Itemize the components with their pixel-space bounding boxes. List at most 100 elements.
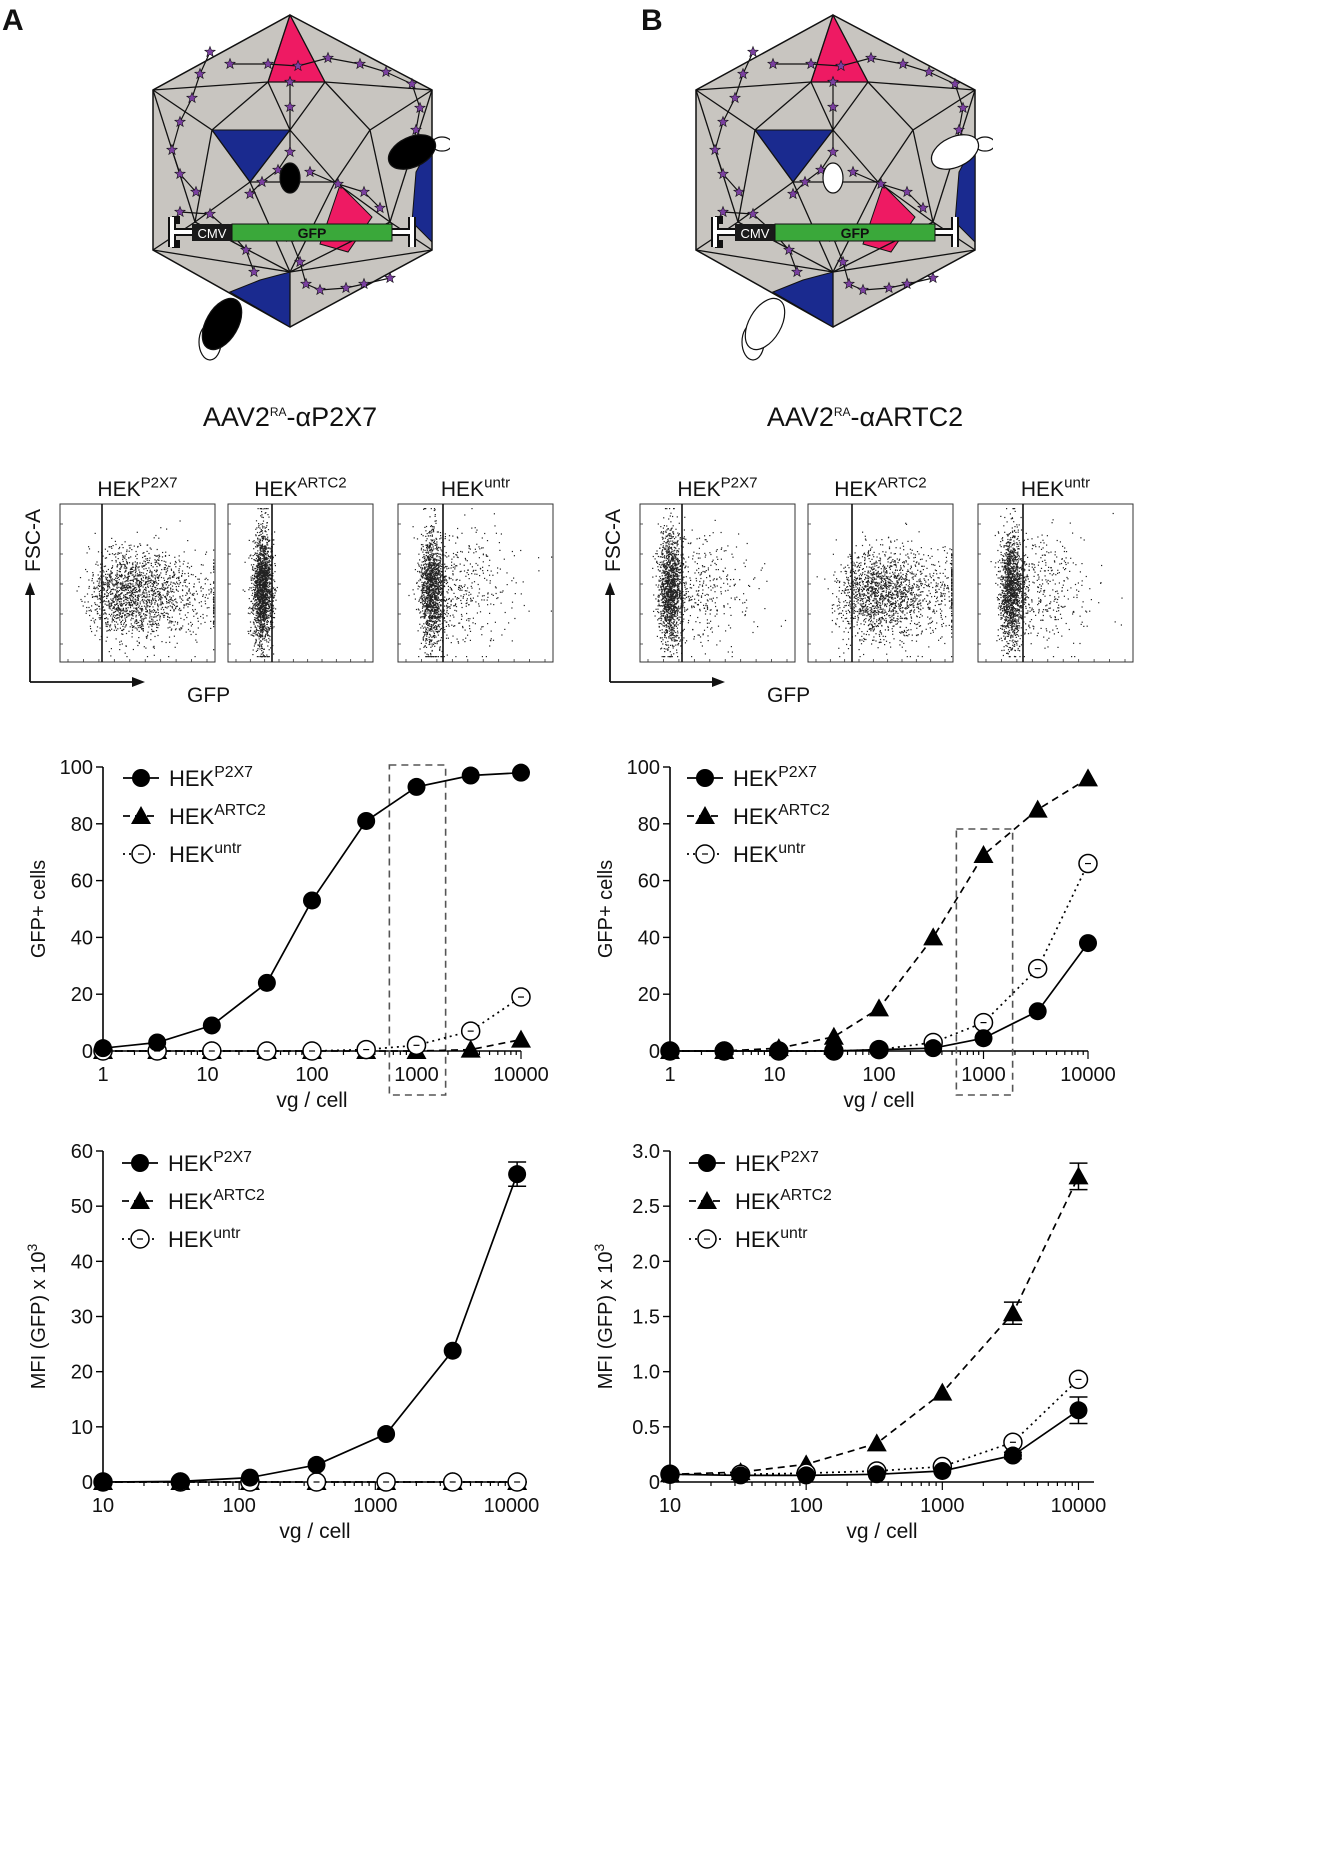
flow-event-dot bbox=[91, 630, 93, 633]
flow-event-dot bbox=[260, 585, 262, 587]
flow-event-dot bbox=[192, 594, 195, 596]
flow-event-dot bbox=[257, 621, 259, 623]
flow-event-dot bbox=[130, 602, 132, 604]
flow-event-dot bbox=[122, 610, 124, 612]
flow-event-dot bbox=[175, 606, 177, 608]
flow-event-dot bbox=[432, 580, 434, 582]
star-icon bbox=[716, 115, 730, 128]
flow-event-dot bbox=[431, 547, 433, 549]
star-icon bbox=[896, 57, 910, 70]
flow-event-dot bbox=[129, 611, 131, 613]
flow-event-dot bbox=[173, 624, 175, 626]
flow-event-dot bbox=[420, 567, 422, 569]
flow-event-dot bbox=[162, 584, 164, 586]
flow-event-dot bbox=[135, 569, 137, 571]
flow-event-dot bbox=[254, 626, 256, 628]
flow-event-dot bbox=[260, 554, 263, 556]
star-icon bbox=[798, 175, 812, 188]
flow-event-dot bbox=[128, 562, 131, 564]
flow-event-dot bbox=[181, 575, 183, 577]
flow-event-dot bbox=[124, 652, 126, 654]
flow-event-dot bbox=[269, 593, 271, 595]
flow-event-dot bbox=[421, 573, 424, 575]
star-icon bbox=[255, 175, 269, 188]
flow-event-dot bbox=[441, 563, 443, 565]
flow-event-dot bbox=[145, 617, 147, 619]
flow-event-dot bbox=[113, 606, 115, 608]
flow-event-dot bbox=[253, 559, 255, 561]
flow-event-dot bbox=[99, 571, 101, 573]
flow-event-dot bbox=[262, 614, 265, 616]
flow-event-dot bbox=[252, 635, 254, 637]
flow-event-dot bbox=[150, 633, 152, 635]
flow-event-dot bbox=[141, 618, 143, 620]
star-icon bbox=[283, 145, 297, 158]
flow-event-dot bbox=[138, 642, 140, 644]
flow-event-dot bbox=[445, 575, 447, 577]
flow-event-dot bbox=[255, 631, 257, 633]
flow-event-dot bbox=[136, 563, 138, 565]
flow-event-dot bbox=[259, 609, 261, 611]
flow-event-dot bbox=[122, 633, 124, 635]
flow-event-dot bbox=[263, 572, 265, 574]
flow-event-dot bbox=[264, 554, 266, 556]
flow-event-dot bbox=[259, 552, 261, 555]
flow-event-dot bbox=[176, 581, 178, 583]
flow-event-dot bbox=[432, 557, 434, 559]
flow-event-dot bbox=[115, 594, 117, 596]
flow-event-dot bbox=[143, 595, 145, 597]
flow-event-dot bbox=[254, 593, 256, 595]
flow-event-dot bbox=[138, 605, 140, 607]
flow-event-dot bbox=[113, 629, 115, 631]
flow-event-dot bbox=[258, 608, 260, 610]
flow-event-dot bbox=[259, 544, 261, 546]
flow-event-dot bbox=[127, 599, 129, 601]
flow-event-dot bbox=[263, 565, 265, 567]
flow-event-dot bbox=[428, 609, 430, 611]
flow-event-dot bbox=[253, 564, 255, 566]
flow-event-dot bbox=[88, 610, 90, 612]
flow-event-dot bbox=[440, 575, 442, 577]
flow-event-dot bbox=[258, 633, 261, 635]
flow-event-dot bbox=[428, 603, 430, 605]
flow-event-dot bbox=[169, 576, 171, 578]
star-icon bbox=[165, 143, 179, 156]
flow-event-dot bbox=[170, 599, 172, 601]
flow-event-dot bbox=[124, 541, 126, 543]
flow-event-dot bbox=[264, 595, 266, 597]
flow-event-dot bbox=[418, 600, 420, 602]
flow-event-dot bbox=[434, 601, 436, 603]
flow-event-dot bbox=[140, 585, 142, 587]
capsid-edge bbox=[249, 129, 291, 183]
flow-event-dot bbox=[159, 564, 161, 566]
flow-event-dot bbox=[115, 589, 117, 591]
flow-event-dot bbox=[108, 605, 110, 607]
flow-event-dot bbox=[158, 593, 160, 595]
flow-event-dot bbox=[433, 575, 435, 577]
capsid-edge bbox=[695, 81, 812, 91]
flow-event-dot bbox=[182, 599, 184, 601]
flow-event-dot bbox=[159, 598, 161, 600]
flow-event-dot bbox=[265, 570, 267, 572]
flow-event-dot bbox=[103, 600, 105, 602]
flow-event-dot bbox=[425, 589, 427, 591]
flow-event-dot bbox=[210, 572, 212, 574]
flow-event-dot bbox=[174, 599, 176, 601]
flow-event-dot bbox=[263, 571, 266, 573]
flow-event-dot bbox=[268, 584, 270, 586]
flow-event-dot bbox=[112, 583, 114, 585]
flow-event-dot bbox=[431, 656, 433, 658]
flow-event-dot bbox=[272, 611, 274, 613]
flow-event-dot bbox=[145, 614, 147, 616]
flow-event-dot bbox=[265, 630, 267, 632]
linker-chain bbox=[309, 171, 381, 209]
flow-event-dot bbox=[150, 548, 152, 550]
flow-event-dot bbox=[165, 641, 167, 644]
flow-event-dot bbox=[188, 575, 190, 577]
flow-event-dot bbox=[263, 550, 265, 552]
flow-event-dot bbox=[145, 567, 147, 570]
flow-event-dot bbox=[436, 656, 438, 658]
flow-event-dot bbox=[139, 624, 141, 627]
flow-event-dot bbox=[166, 587, 169, 589]
flow-event-dot bbox=[195, 576, 197, 578]
